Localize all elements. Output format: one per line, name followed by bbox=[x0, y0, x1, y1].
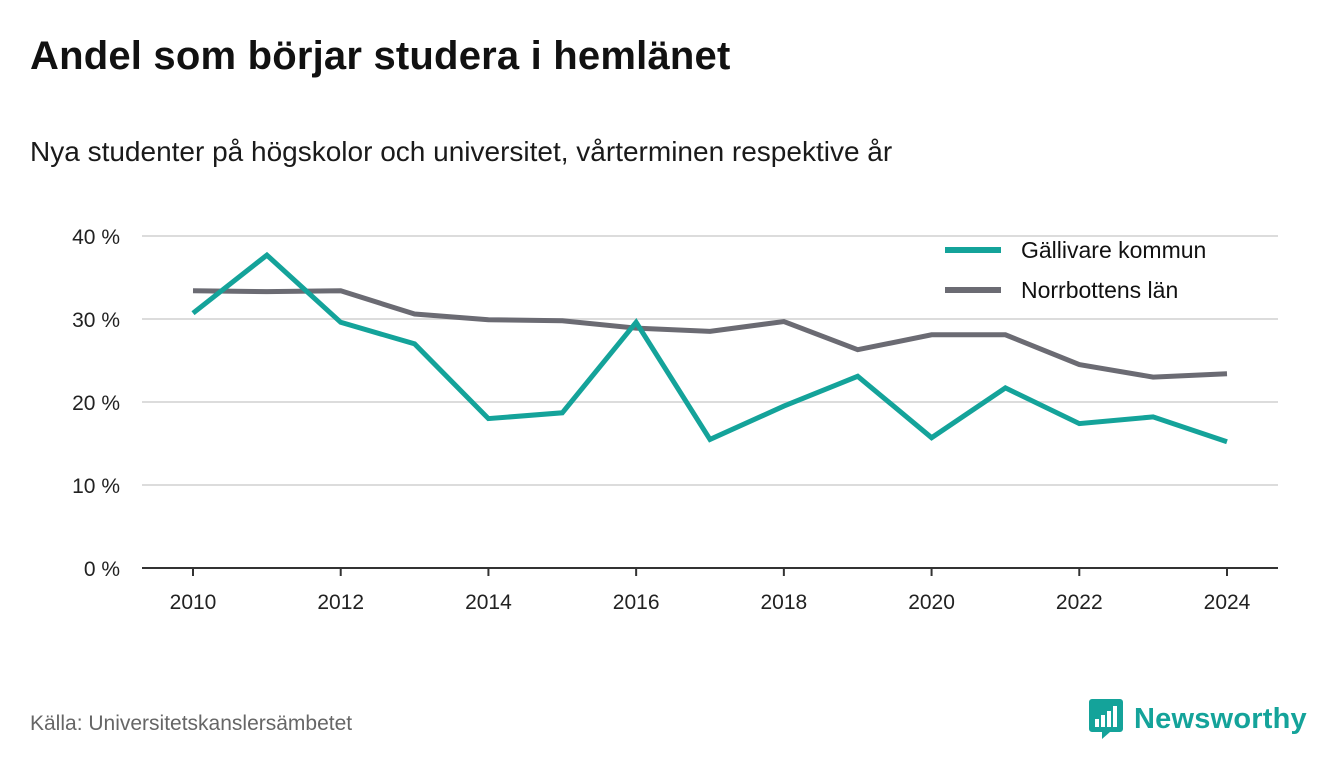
series-line-gallivare bbox=[191, 251, 1228, 445]
x-tick-label: 2014 bbox=[465, 591, 512, 614]
newsworthy-logo-icon bbox=[1089, 699, 1123, 739]
x-tick-label: 2012 bbox=[317, 591, 364, 614]
y-tick-label: 0 % bbox=[84, 558, 120, 581]
x-tick-label: 2010 bbox=[170, 591, 217, 614]
legend-label-gallivare: Gällivare kommun bbox=[1021, 237, 1206, 263]
line-chart: 0 % 10 % 20 % 30 % 40 % 2010 2012 2014 2016 2018 2… bbox=[72, 226, 1278, 614]
x-tick-label: 2018 bbox=[760, 591, 807, 614]
legend-label-norrbotten: Norrbottens län bbox=[1021, 277, 1178, 303]
x-tick-label: 2024 bbox=[1204, 591, 1251, 614]
chart-subtitle: Nya studenter på högskolor och universit… bbox=[30, 136, 893, 167]
chart-title: Andel som börjar studera i hemlänet bbox=[30, 34, 731, 78]
y-tick-label: 30 % bbox=[72, 309, 120, 332]
source-note: Källa: Universitetskanslersämbetet bbox=[30, 712, 353, 735]
x-tick-label: 2020 bbox=[908, 591, 955, 614]
series-line-norrbotten bbox=[192, 288, 1228, 380]
brand-name: Newsworthy bbox=[1134, 702, 1307, 735]
y-tick-label: 40 % bbox=[72, 226, 120, 249]
y-tick-label: 20 % bbox=[72, 392, 120, 415]
x-tick-label: 2016 bbox=[613, 591, 660, 614]
x-tick-label: 2022 bbox=[1056, 591, 1103, 614]
brand-logo: Newsworthy bbox=[1088, 697, 1307, 741]
y-tick-label: 10 % bbox=[72, 475, 120, 498]
